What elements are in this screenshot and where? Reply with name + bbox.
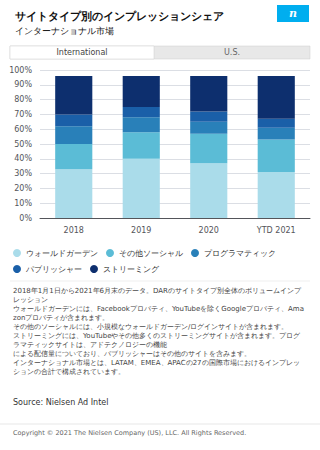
- svg-text:50%: 50%: [14, 140, 32, 149]
- svg-text:パブリッシャー: パブリッシャー: [25, 265, 82, 274]
- svg-text:その他のソーシャルには、小規模なウォールドガーデン/ログイン: その他のソーシャルには、小規模なウォールドガーデン/ログインサイトが含まれます。: [13, 323, 288, 331]
- svg-text:2018年1月1日から2021年6月末のデータ。DARのサイ: 2018年1月1日から2021年6月末のデータ。DARのサイトタイプ別全体のボリ…: [13, 287, 302, 295]
- svg-text:n: n: [289, 7, 297, 20]
- svg-text:70%: 70%: [14, 110, 32, 119]
- svg-text:プログラマティック: プログラマティック: [204, 249, 276, 258]
- svg-text:ウォールドガーデン: ウォールドガーデン: [26, 249, 98, 258]
- svg-text:その他ソーシャル: その他ソーシャル: [119, 249, 183, 258]
- svg-text:2019: 2019: [131, 226, 151, 235]
- svg-text:ストリーミングには、YouTubeやその他多くのストリーミン: ストリーミングには、YouTubeやその他多くのストリーミングサイトが含まれます…: [13, 332, 301, 340]
- svg-text:Copyright © 2021 The Nielsen C: Copyright © 2021 The Nielsen Company (US…: [13, 429, 246, 437]
- svg-text:による配信量についており、パブリッシャーはその他のサイトを含: による配信量についており、パブリッシャーはその他のサイトを含みます。: [13, 350, 251, 358]
- svg-text:40%: 40%: [14, 154, 32, 163]
- svg-text:zonプロパティが含まれます。: zonプロパティが含まれます。: [13, 314, 109, 322]
- svg-text:インターナショナル市場とは、LATAM、EMEA、APACの: インターナショナル市場とは、LATAM、EMEA、APACの27の国際市場におけ…: [13, 359, 300, 367]
- svg-text:60%: 60%: [14, 125, 32, 134]
- svg-text:80%: 80%: [14, 95, 32, 104]
- svg-text:2020: 2020: [199, 226, 219, 235]
- svg-text:Source: Nielsen Ad Intel: Source: Nielsen Ad Intel: [13, 398, 108, 407]
- svg-text:インターナショナル市場: インターナショナル市場: [15, 26, 114, 36]
- svg-text:10%: 10%: [14, 199, 32, 208]
- svg-text:90%: 90%: [14, 80, 32, 89]
- svg-text:2018: 2018: [64, 226, 84, 235]
- svg-text:ストリーミング: ストリーミング: [103, 265, 160, 274]
- svg-text:U.S.: U.S.: [224, 48, 240, 57]
- svg-text:YTD 2021: YTD 2021: [256, 226, 296, 235]
- svg-text:100%: 100%: [9, 66, 32, 75]
- svg-text:ションの合計で構成されています。: ションの合計で構成されています。: [13, 368, 125, 376]
- svg-text:30%: 30%: [14, 169, 32, 178]
- svg-text:ラマティックサイトは、アドテクノロジーの機能: ラマティックサイトは、アドテクノロジーの機能: [13, 341, 167, 349]
- svg-text:レッション: レッション: [13, 296, 48, 304]
- svg-text:サイトタイプ別のインプレッションシェア: サイトタイプ別のインプレッションシェア: [15, 10, 224, 23]
- svg-text:0%: 0%: [19, 214, 32, 223]
- svg-text:International: International: [56, 48, 107, 57]
- svg-text:ウォールドガーデンには、Facebookプロパティ、YouT: ウォールドガーデンには、Facebookプロパティ、YouTubeを除くGoog…: [13, 305, 304, 313]
- svg-text:20%: 20%: [14, 184, 32, 193]
